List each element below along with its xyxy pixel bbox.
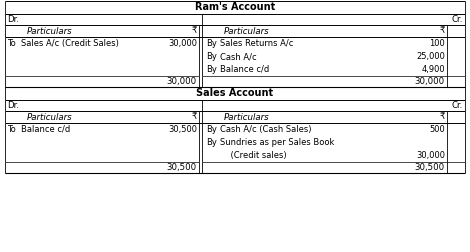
Text: Cash A/c: Cash A/c bbox=[220, 52, 257, 61]
Text: ₹: ₹ bbox=[439, 112, 445, 121]
Text: Sales Account: Sales Account bbox=[196, 88, 274, 99]
Text: ₹: ₹ bbox=[191, 26, 197, 36]
Text: 4,900: 4,900 bbox=[422, 65, 445, 74]
Text: 500: 500 bbox=[429, 125, 445, 134]
Text: 30,500: 30,500 bbox=[167, 163, 197, 172]
Text: Sales Returns A/c: Sales Returns A/c bbox=[220, 39, 293, 48]
Text: Cr.: Cr. bbox=[452, 101, 463, 110]
Text: Particulars: Particulars bbox=[224, 112, 270, 121]
Text: Particulars: Particulars bbox=[27, 26, 73, 36]
Text: 30,000: 30,000 bbox=[167, 77, 197, 86]
Text: Dr.: Dr. bbox=[7, 15, 19, 24]
Text: (Credit sales): (Credit sales) bbox=[220, 151, 287, 160]
Text: Sundries as per Sales Book: Sundries as per Sales Book bbox=[220, 138, 334, 147]
Text: Dr.: Dr. bbox=[7, 101, 19, 110]
Text: 30,500: 30,500 bbox=[168, 125, 197, 134]
Text: Particulars: Particulars bbox=[224, 26, 270, 36]
Text: 30,000: 30,000 bbox=[416, 151, 445, 160]
Text: Cash A/c (Cash Sales): Cash A/c (Cash Sales) bbox=[220, 125, 312, 134]
Text: 25,000: 25,000 bbox=[416, 52, 445, 61]
Text: Cr.: Cr. bbox=[452, 15, 463, 24]
Text: By: By bbox=[206, 39, 217, 48]
Text: To: To bbox=[7, 39, 16, 48]
Text: Balance c/d: Balance c/d bbox=[220, 65, 269, 74]
Text: ₹: ₹ bbox=[439, 26, 445, 36]
Text: By: By bbox=[206, 65, 217, 74]
Text: By: By bbox=[206, 52, 217, 61]
Text: By: By bbox=[206, 138, 217, 147]
Text: Particulars: Particulars bbox=[27, 112, 73, 121]
Text: 30,000: 30,000 bbox=[415, 77, 445, 86]
Text: 30,000: 30,000 bbox=[168, 39, 197, 48]
Text: To: To bbox=[7, 125, 16, 134]
Text: Sales A/c (Credit Sales): Sales A/c (Credit Sales) bbox=[21, 39, 119, 48]
Text: Ram's Account: Ram's Account bbox=[195, 3, 275, 13]
Text: Balance c/d: Balance c/d bbox=[21, 125, 70, 134]
Text: By: By bbox=[206, 125, 217, 134]
Text: 100: 100 bbox=[429, 39, 445, 48]
Text: ₹: ₹ bbox=[191, 112, 197, 121]
Text: 30,500: 30,500 bbox=[415, 163, 445, 172]
